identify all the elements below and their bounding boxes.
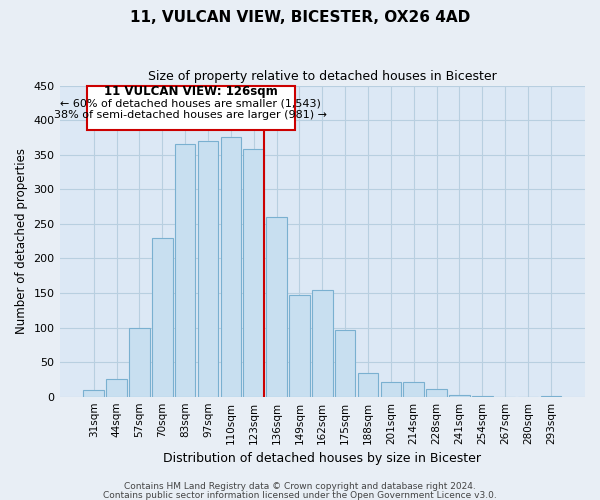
Text: ← 60% of detached houses are smaller (1,543): ← 60% of detached houses are smaller (1,… [61,98,321,108]
Bar [106,380,127,396]
Bar [266,217,287,396]
Text: Contains public sector information licensed under the Open Government Licence v3: Contains public sector information licen… [103,490,497,500]
X-axis label: Distribution of detached houses by size in Bicester: Distribution of detached houses by size … [163,452,481,465]
Bar [335,330,355,396]
FancyBboxPatch shape [87,86,295,130]
Text: Contains HM Land Registry data © Crown copyright and database right 2024.: Contains HM Land Registry data © Crown c… [124,482,476,491]
Bar [175,144,196,396]
Bar [312,290,332,397]
Text: 11, VULCAN VIEW, BICESTER, OX26 4AD: 11, VULCAN VIEW, BICESTER, OX26 4AD [130,10,470,25]
Text: 11 VULCAN VIEW: 126sqm: 11 VULCAN VIEW: 126sqm [104,86,278,98]
Bar [426,389,447,396]
Y-axis label: Number of detached properties: Number of detached properties [15,148,28,334]
Text: 38% of semi-detached houses are larger (981) →: 38% of semi-detached houses are larger (… [55,110,328,120]
Bar [403,382,424,396]
Bar [289,295,310,396]
Bar [129,328,150,396]
Bar [83,390,104,396]
Bar [221,138,241,396]
Title: Size of property relative to detached houses in Bicester: Size of property relative to detached ho… [148,70,497,83]
Bar [198,141,218,397]
Bar [244,149,264,396]
Bar [358,373,378,396]
Bar [380,382,401,396]
Bar [152,238,173,396]
